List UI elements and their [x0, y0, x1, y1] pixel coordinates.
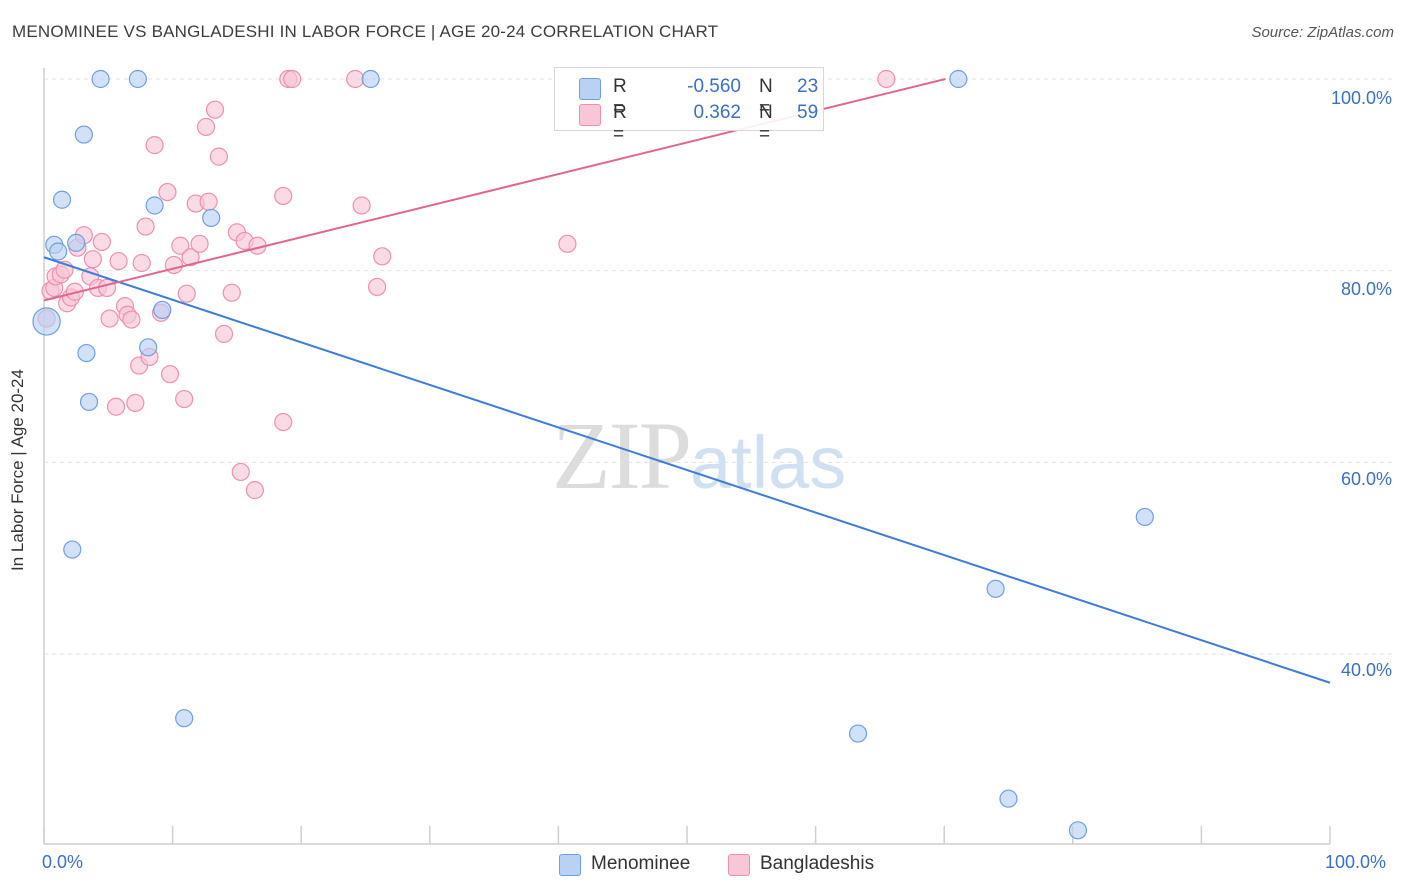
bangladeshi-point: [346, 69, 365, 89]
bangladeshi-point: [274, 186, 293, 206]
bangladeshi-points: [37, 69, 896, 500]
menominee-point: [79, 392, 99, 412]
bangladeshi-point: [181, 248, 200, 267]
bangladeshi-point: [83, 250, 102, 269]
bangladeshi-point: [136, 217, 155, 236]
bangladeshi-point: [245, 481, 265, 500]
menominee-point: [74, 125, 93, 144]
bangladeshi-point: [274, 412, 293, 432]
bangladeshis-swatch: [728, 854, 750, 876]
bangladeshi-point: [231, 462, 250, 482]
bangladeshi-point: [122, 310, 141, 329]
menominee-swatch: [559, 854, 581, 876]
menominee-point: [1068, 821, 1088, 840]
bangladeshi-point: [92, 232, 111, 252]
r-value: 0.362: [693, 102, 741, 123]
bangladeshi-point: [177, 284, 196, 303]
menominee-points: [32, 69, 1154, 840]
bangladeshi-point: [158, 182, 177, 202]
menominee-point: [202, 208, 221, 228]
n-label: N =: [759, 76, 773, 119]
bangladeshi-point: [367, 277, 387, 297]
bangladeshi-point: [373, 247, 392, 266]
menominee-point: [49, 242, 68, 261]
menominee-point: [848, 724, 868, 743]
menominee-point: [128, 69, 147, 89]
bangladeshi-point: [126, 393, 145, 413]
n-label: N =: [759, 102, 773, 145]
y-tick-label: 100.0%: [1330, 88, 1392, 108]
menominee-point: [999, 789, 1018, 808]
bangladeshi-point: [97, 278, 117, 298]
bangladeshi-point: [196, 117, 216, 137]
menominee-point: [361, 69, 380, 89]
menominee-point: [986, 579, 1005, 598]
r-label: R =: [613, 76, 627, 119]
chart-title: MENOMINEE VS BANGLADESHI IN LABOR FORCE …: [12, 22, 719, 41]
menominee-point: [32, 307, 61, 336]
bangladeshi-point: [132, 253, 151, 273]
bangladeshi-point: [877, 69, 896, 89]
bangladeshi-point: [199, 192, 218, 211]
r-label: R =: [613, 102, 627, 145]
bangladeshi-point: [214, 324, 234, 344]
bangladeshi-point: [65, 282, 84, 301]
n-value: 23: [797, 76, 819, 97]
bangladeshi-point: [145, 136, 164, 155]
bangladeshi-point: [222, 283, 241, 302]
menominee-point: [949, 69, 968, 89]
y-tick-label: 40.0%: [1340, 660, 1392, 680]
menominee-trend-line: [43, 256, 1331, 684]
bangladeshi-point: [205, 100, 225, 119]
bangladeshi-point: [171, 236, 190, 255]
legend-label: Bangladeshis: [760, 853, 875, 874]
menominee-point: [77, 343, 96, 363]
menominee-point: [52, 190, 72, 209]
bangladeshi-point: [352, 196, 371, 215]
menominee-point: [145, 196, 164, 215]
bangladeshi-point: [160, 365, 180, 384]
menominee-point: [175, 709, 194, 728]
bangladeshi-point: [109, 251, 128, 271]
series-legend: Menominee Bangladeshis: [0, 852, 1406, 878]
bangladeshi-point: [106, 397, 126, 416]
watermark-zip: ZIP: [552, 402, 692, 509]
menominee-point: [139, 338, 158, 357]
bangladeshi-point: [558, 234, 577, 253]
bangladeshi-point: [100, 309, 119, 328]
x-tick-label: 0.0%: [42, 852, 84, 872]
bangladeshi-point: [175, 389, 194, 409]
trend-lines: [43, 78, 1331, 684]
menominee-point: [67, 233, 86, 252]
legend-label: Menominee: [591, 853, 691, 874]
menominee-swatch: [579, 78, 601, 100]
source-label: Source: ZipAtlas.com: [1251, 24, 1394, 41]
correlation-legend: R = -0.560 N = 23 R = 0.362 N = 59: [554, 67, 824, 145]
menominee-point: [153, 300, 172, 320]
menominee-point: [91, 69, 110, 89]
y-tick-label: 60.0%: [1340, 469, 1392, 489]
y-axis-label: In Labor Force | Age 20-24: [8, 369, 27, 571]
menominee-point: [63, 540, 82, 559]
bangladeshi-point: [190, 234, 209, 253]
r-value: -0.560: [687, 76, 741, 97]
bangladeshi-point: [209, 147, 228, 166]
x-tick-label: 100.0%: [1325, 852, 1387, 872]
axes: [43, 68, 1331, 845]
bangladeshi-point: [283, 69, 302, 89]
gridlines: [44, 78, 1392, 655]
bangladeshis-swatch: [579, 104, 601, 126]
y-tick-label: 80.0%: [1340, 279, 1392, 299]
n-value: 59: [797, 102, 819, 123]
menominee-point: [1135, 507, 1154, 527]
